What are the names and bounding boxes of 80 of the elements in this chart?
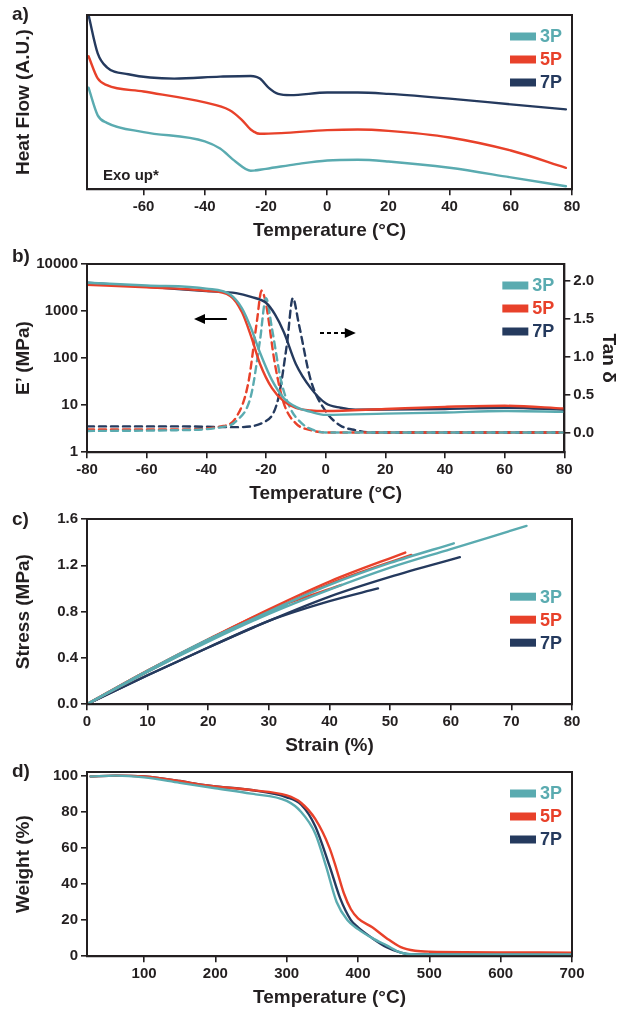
x-tick-label: 40 — [436, 460, 454, 478]
x-tick-label: 700 — [559, 964, 585, 982]
x-tick-label: 10 — [139, 712, 156, 730]
y2-axis-title: Tan δ — [599, 333, 621, 383]
y-axis-title: Stress (MPa) — [11, 554, 33, 670]
x-tick-label: -40 — [195, 460, 218, 478]
x-tick-label: -80 — [76, 460, 98, 478]
y-tick-label: 80 — [61, 801, 78, 819]
x-axis-title: Strain (%) — [285, 733, 374, 755]
y-tick-label: 20 — [61, 910, 78, 928]
legend-label: 7P — [539, 72, 563, 93]
y-axis-title: Weight (%) — [11, 815, 33, 914]
y-tick-label: 0.8 — [57, 601, 78, 619]
x-axis-title: Temperature (°C) — [253, 218, 406, 240]
x-tick-label: 40 — [321, 712, 338, 730]
x-tick-label: 70 — [503, 712, 520, 730]
y2-tick-label: 0.0 — [573, 422, 595, 440]
y2-tick-label: 1.0 — [573, 346, 595, 364]
x-tick-label: 20 — [199, 712, 217, 730]
x-tick-label: 0 — [323, 197, 332, 215]
x-tick-label: 30 — [260, 712, 278, 730]
y2-tick-label: 2.0 — [573, 270, 595, 288]
legend-label: 7P — [539, 829, 563, 850]
x-tick-label: 600 — [488, 964, 514, 982]
legend-label: 5P — [539, 609, 563, 630]
y-tick-label: 1.6 — [57, 509, 78, 527]
legend-label: 3P — [539, 783, 563, 804]
y-tick-label: 100 — [52, 348, 78, 366]
y-axis-title: E’ (MPa) — [11, 321, 33, 396]
x-tick-label: -40 — [193, 197, 216, 215]
annotation: Exo up* — [103, 165, 159, 183]
x-tick-label: 300 — [274, 964, 300, 982]
x-tick-label: 60 — [496, 460, 514, 478]
legend-label: 3P — [539, 586, 563, 607]
x-tick-label: 500 — [416, 964, 442, 982]
y-tick-label: 40 — [61, 874, 78, 892]
y-tick-label: 1 — [69, 442, 78, 460]
chart-title: a) — [12, 3, 29, 25]
x-tick-label: 20 — [377, 460, 394, 478]
y-axis-title: Heat Flow (A.U.) — [11, 29, 33, 175]
x-axis-title: Temperature (°C) — [249, 481, 403, 503]
y2-tick-label: 1.5 — [573, 308, 595, 326]
y-tick-label: 1000 — [44, 301, 78, 319]
x-tick-label: 40 — [441, 197, 458, 215]
x-tick-label: -20 — [255, 197, 277, 215]
y2-tick-label: 0.5 — [573, 384, 595, 402]
x-tick-label: 0 — [82, 712, 92, 730]
x-axis-title: Temperature (°C) — [253, 985, 406, 1007]
chart-title: d) — [12, 760, 30, 782]
y-tick-label: 100 — [52, 765, 78, 783]
y-tick-label: 60 — [61, 837, 78, 855]
y-tick-label: 10000 — [36, 254, 78, 272]
legend-label: 3P — [532, 275, 555, 296]
x-tick-label: 50 — [381, 712, 399, 730]
legend-label: 5P — [539, 49, 563, 70]
x-tick-label: 100 — [131, 964, 157, 982]
x-tick-label: -20 — [255, 460, 277, 478]
legend-label: 7P — [532, 321, 555, 342]
y-tick-label: 10 — [61, 395, 78, 413]
x-tick-label: -60 — [132, 197, 155, 215]
x-tick-label: 20 — [380, 197, 397, 215]
legend-label: 5P — [539, 806, 563, 827]
chart-title: c) — [12, 508, 29, 530]
y-tick-label: 1.2 — [57, 555, 78, 573]
chart-title: b) — [12, 245, 30, 267]
x-tick-label: 0 — [321, 460, 330, 478]
x-tick-label: 80 — [563, 197, 581, 215]
y-tick-label: 0.4 — [57, 648, 79, 666]
x-tick-label: 400 — [345, 964, 371, 982]
y-tick-label: 0 — [69, 946, 78, 964]
legend-label: 3P — [539, 26, 563, 47]
x-tick-label: 60 — [502, 197, 520, 215]
legend-label: 7P — [539, 632, 563, 653]
x-tick-label: -60 — [135, 460, 158, 478]
y-tick-label: 0.0 — [57, 694, 78, 712]
x-tick-label: 80 — [556, 460, 573, 478]
x-tick-label: 200 — [202, 964, 228, 982]
x-tick-label: 80 — [563, 712, 581, 730]
x-tick-label: 60 — [442, 712, 460, 730]
legend-label: 5P — [532, 298, 555, 319]
